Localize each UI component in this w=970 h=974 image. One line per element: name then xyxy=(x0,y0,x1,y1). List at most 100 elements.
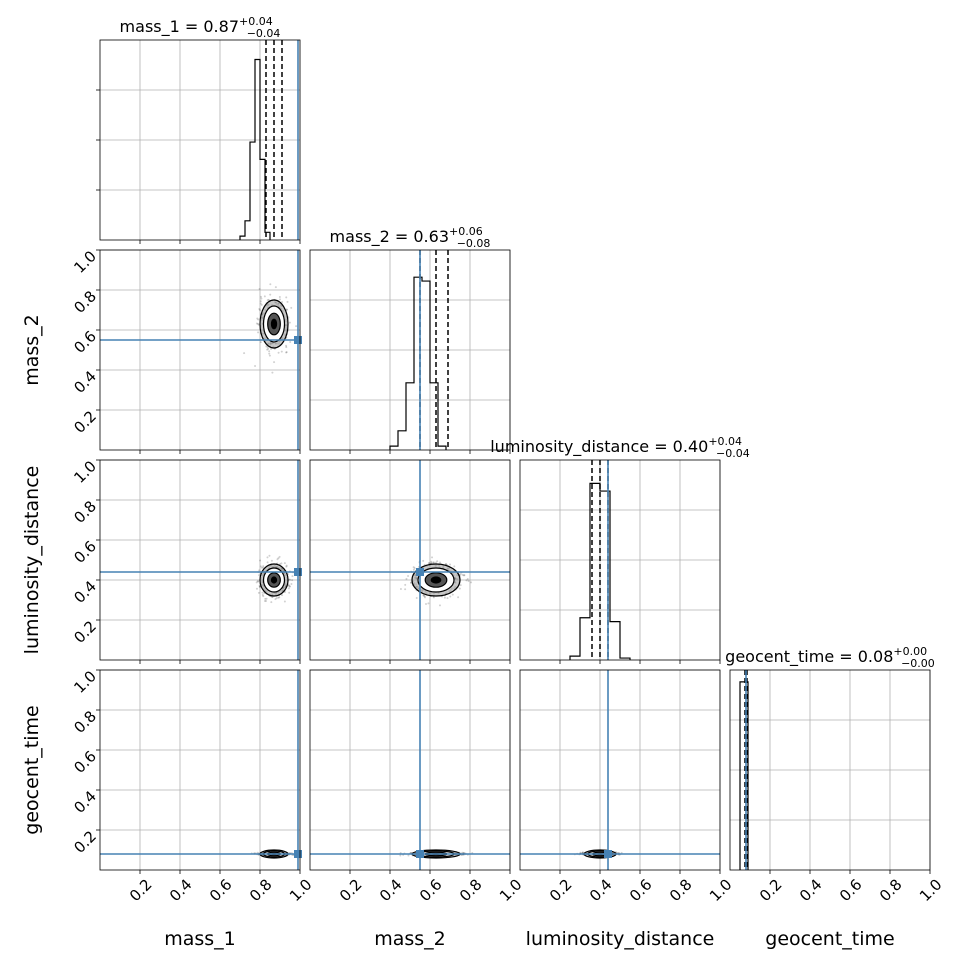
sample-point xyxy=(407,854,410,857)
sample-point xyxy=(444,562,447,565)
sample-point xyxy=(423,596,426,599)
sample-point xyxy=(467,580,470,583)
sample-point xyxy=(280,562,283,565)
sample-point xyxy=(277,596,280,599)
sample-point xyxy=(270,348,273,351)
sample-point xyxy=(259,565,262,568)
sample-point xyxy=(286,300,289,303)
y-tick-label: 1.0 xyxy=(70,667,100,697)
title-luminosity_distance: luminosity_distance = 0.40+0.04 −0.04 xyxy=(490,435,750,460)
sample-point xyxy=(278,298,281,301)
sample-point xyxy=(278,555,281,558)
x-tick-label: 0.6 xyxy=(836,876,866,906)
sample-point xyxy=(257,323,260,326)
sample-point xyxy=(257,318,260,321)
x-axis-label-mass_2: mass_2 xyxy=(374,928,446,950)
sample-point xyxy=(453,565,456,568)
contour-core xyxy=(430,576,442,584)
sample-point xyxy=(404,588,407,591)
sample-point xyxy=(422,594,425,597)
x-tick-label: 0.8 xyxy=(666,876,696,906)
sample-point xyxy=(465,579,468,582)
sample-point xyxy=(258,308,261,311)
sample-point xyxy=(276,558,279,561)
histogram-mass_2 xyxy=(389,276,447,450)
sample-point xyxy=(432,596,435,599)
sample-point xyxy=(470,581,473,584)
sample-point xyxy=(443,596,446,599)
sample-point xyxy=(269,283,272,286)
x-tick-label: 0.6 xyxy=(626,876,656,906)
sample-point xyxy=(449,595,452,598)
y-tick-label: 0.8 xyxy=(70,497,100,527)
panel-luminosity_distance-vs-mass_1-frame xyxy=(99,459,301,661)
sample-point xyxy=(258,569,261,572)
title-mass_2: mass_2 = 0.63+0.06 −0.08 xyxy=(330,225,491,250)
sample-point xyxy=(422,594,425,597)
sample-point xyxy=(289,340,292,343)
panel-geocent_time-vs-geocent_time-frame xyxy=(729,669,931,871)
panel-geocent_time-vs-luminosity_distance-frame xyxy=(519,669,721,871)
sample-point xyxy=(434,561,437,564)
x-tick-label: 0.8 xyxy=(246,876,276,906)
sample-point xyxy=(275,597,278,600)
y-tick-label: 0.8 xyxy=(70,287,100,317)
sample-point xyxy=(268,354,271,357)
x-tick-label: 0.8 xyxy=(456,876,486,906)
sample-point xyxy=(261,593,264,596)
y-tick-label: 0.2 xyxy=(70,617,100,647)
sample-point xyxy=(427,562,430,565)
panel-geocent_time-vs-mass_2-grid xyxy=(310,669,511,870)
sample-point xyxy=(285,344,288,347)
sample-point xyxy=(262,595,265,598)
title-mass_1: mass_1 = 0.87+0.04 −0.04 xyxy=(120,15,281,40)
sample-point xyxy=(260,295,263,298)
sample-point xyxy=(288,585,291,588)
x-tick-label: 0.8 xyxy=(876,876,906,906)
sample-point xyxy=(439,561,442,564)
sample-point xyxy=(263,599,266,602)
x-tick-label: 0.2 xyxy=(126,876,156,906)
sample-point xyxy=(257,580,260,583)
sample-point xyxy=(428,562,431,565)
sample-point xyxy=(266,561,269,564)
sample-point xyxy=(264,597,267,600)
y-tick-label: 0.6 xyxy=(70,327,100,357)
panel-mass_2-vs-mass_1-frame xyxy=(99,249,301,451)
sample-point xyxy=(270,601,273,604)
sample-point xyxy=(287,587,290,590)
sample-point xyxy=(466,577,469,580)
sample-point xyxy=(255,581,258,584)
truth-marker xyxy=(416,850,424,858)
sample-point xyxy=(438,604,441,607)
sample-point xyxy=(285,296,288,299)
y-tick-label: 0.4 xyxy=(70,787,100,817)
x-tick-label: 0.2 xyxy=(336,876,366,906)
sample-point xyxy=(579,851,582,854)
panel-luminosity_distance-vs-mass_2-grid xyxy=(310,459,511,660)
y-tick-label: 0.6 xyxy=(70,537,100,567)
sample-point xyxy=(291,579,294,582)
sample-point xyxy=(254,364,257,367)
x-axis-label-mass_1: mass_1 xyxy=(164,928,236,950)
sample-point xyxy=(262,565,265,568)
sample-point xyxy=(265,345,268,348)
sample-point xyxy=(257,322,260,325)
panel-geocent_time-vs-geocent_time-grid xyxy=(730,670,931,870)
sample-point xyxy=(258,574,261,577)
sample-point xyxy=(268,350,271,353)
sample-point xyxy=(281,300,284,303)
sample-point xyxy=(412,568,415,571)
y-tick-label: 0.4 xyxy=(70,367,100,397)
x-tick-label: 0.4 xyxy=(166,876,196,906)
sample-point xyxy=(407,574,410,577)
sample-point xyxy=(260,297,263,300)
sample-point xyxy=(289,578,292,581)
sample-point xyxy=(258,584,261,587)
sample-point xyxy=(288,321,291,324)
truth-marker xyxy=(294,568,302,576)
y-tick-label: 0.2 xyxy=(70,827,100,857)
truth-marker xyxy=(294,336,302,344)
sample-point xyxy=(274,286,277,289)
x-axis-label-geocent_time: geocent_time xyxy=(765,928,894,950)
